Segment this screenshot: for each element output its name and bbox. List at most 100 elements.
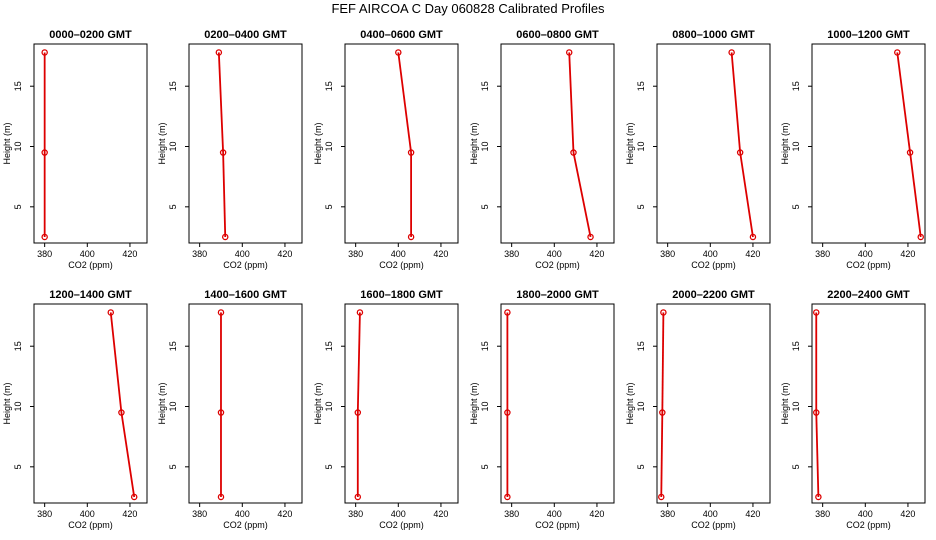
plot-frame <box>811 303 926 504</box>
x-tick-label: 380 <box>815 249 830 259</box>
y-tick-label: 5 <box>480 204 490 209</box>
y-tick-label: 15 <box>636 81 646 91</box>
x-axis-label: CO2 (ppm) <box>68 520 113 530</box>
y-tick-label: 15 <box>791 341 801 351</box>
y-tick-label: 10 <box>13 402 23 412</box>
plot-frame <box>344 43 459 244</box>
x-axis-label: CO2 (ppm) <box>379 260 424 270</box>
data-point <box>395 49 402 56</box>
x-tick-label: 400 <box>235 509 250 519</box>
y-axis-label: Height (m) <box>625 122 635 164</box>
data-point <box>504 309 511 316</box>
panel-title: 1200–1400 GMT <box>49 289 132 301</box>
x-axis-label: CO2 (ppm) <box>223 520 268 530</box>
panel-10: 2000–2200 GMT 380 400 420 5 10 15 CO2 (ppm) Heig… <box>625 289 771 530</box>
y-axis-label: Height (m) <box>469 122 479 164</box>
data-point <box>356 309 364 316</box>
y-tick-label: 5 <box>480 464 490 469</box>
data-point <box>565 49 573 56</box>
x-tick-label: 400 <box>703 249 718 259</box>
plot-frame <box>33 43 148 244</box>
data-point <box>504 493 511 501</box>
panel-7: 1400–1600 GMT 380 400 420 5 10 15 CO2 (ppm) Heig… <box>157 289 303 530</box>
x-tick-label: 400 <box>858 509 873 519</box>
x-tick-label: 420 <box>745 249 760 259</box>
y-axis-label: Height (m) <box>313 382 323 424</box>
panel-4: 0800–1000 GMT 380 400 420 5 10 15 CO2 (ppm) Heig… <box>625 29 771 270</box>
y-tick-label: 15 <box>636 341 646 351</box>
data-point <box>813 309 820 316</box>
y-tick-label: 15 <box>13 81 23 91</box>
y-axis-label: Height (m) <box>780 382 790 424</box>
y-tick-label: 10 <box>168 402 178 412</box>
x-tick-label: 420 <box>900 509 915 519</box>
data-point <box>749 233 757 241</box>
data-point <box>217 493 225 501</box>
profile-segment <box>397 52 412 153</box>
y-axis-label: Height (m) <box>157 382 167 424</box>
profile-segment <box>661 312 665 413</box>
data-point <box>813 409 820 416</box>
x-tick-label: 380 <box>348 249 363 259</box>
panel-1: 0200–0400 GMT 380 400 420 5 10 15 CO2 (ppm) Heig… <box>157 29 303 270</box>
profile-segment <box>120 412 136 498</box>
x-tick-label: 420 <box>277 249 292 259</box>
x-tick-label: 400 <box>80 509 95 519</box>
profile-segment <box>217 52 225 153</box>
x-axis-label: CO2 (ppm) <box>691 520 736 530</box>
x-tick-label: 420 <box>900 249 915 259</box>
data-point <box>728 49 735 56</box>
panel-2: 0400–0600 GMT 380 400 420 5 10 15 CO2 (ppm) Heig… <box>313 29 459 270</box>
y-tick-label: 15 <box>324 341 334 351</box>
y-tick-label: 10 <box>636 402 646 412</box>
profile-segment <box>730 52 742 153</box>
profile-segment <box>356 312 361 413</box>
plot-frame <box>500 303 615 504</box>
y-tick-label: 5 <box>324 464 334 469</box>
data-point <box>107 309 115 316</box>
x-tick-label: 420 <box>745 509 760 519</box>
data-point <box>815 493 822 501</box>
data-point <box>219 149 227 156</box>
data-point <box>736 149 744 156</box>
y-tick-label: 15 <box>168 81 178 91</box>
profile-segment <box>109 312 123 413</box>
panel-6: 1200–1400 GMT 380 400 420 5 10 15 CO2 (ppm) Heig… <box>2 289 148 530</box>
x-tick-label: 420 <box>433 509 448 519</box>
x-tick-label: 380 <box>348 509 363 519</box>
panel-8: 1600–1800 GMT 380 400 420 5 10 15 CO2 (ppm) Heig… <box>313 289 459 530</box>
x-tick-label: 420 <box>277 509 292 519</box>
profile-segment <box>568 52 575 153</box>
data-point <box>215 49 223 56</box>
y-tick-label: 10 <box>480 142 490 152</box>
x-tick-label: 420 <box>122 509 137 519</box>
data-point <box>660 309 667 316</box>
x-tick-label: 420 <box>122 249 137 259</box>
data-point <box>658 493 665 501</box>
y-tick-label: 15 <box>480 81 490 91</box>
panel-title: 2000–2200 GMT <box>672 289 755 301</box>
x-tick-label: 400 <box>547 509 562 519</box>
profile-segment <box>909 152 922 238</box>
plot-frame <box>656 303 771 504</box>
x-axis-label: CO2 (ppm) <box>846 520 891 530</box>
panel-11: 2200–2400 GMT 380 400 420 5 10 15 CO2 (ppm) Heig… <box>780 289 926 530</box>
y-tick-label: 10 <box>324 402 334 412</box>
plot-frame <box>656 43 771 244</box>
y-axis-label: Height (m) <box>2 122 12 164</box>
x-tick-label: 400 <box>80 249 95 259</box>
plot-frame <box>188 43 303 244</box>
y-tick-label: 10 <box>791 402 801 412</box>
data-point <box>354 493 362 501</box>
y-tick-label: 5 <box>13 204 23 209</box>
x-tick-label: 380 <box>504 509 519 519</box>
y-tick-label: 10 <box>480 402 490 412</box>
x-tick-label: 380 <box>37 249 52 259</box>
panel-title: 0200–0400 GMT <box>204 29 287 41</box>
x-axis-label: CO2 (ppm) <box>68 260 113 270</box>
profile-segment <box>896 52 911 153</box>
y-tick-label: 5 <box>324 204 334 209</box>
panel-title: 1400–1600 GMT <box>204 289 287 301</box>
panel-title: 0600–0800 GMT <box>516 29 599 41</box>
x-tick-label: 400 <box>703 509 718 519</box>
